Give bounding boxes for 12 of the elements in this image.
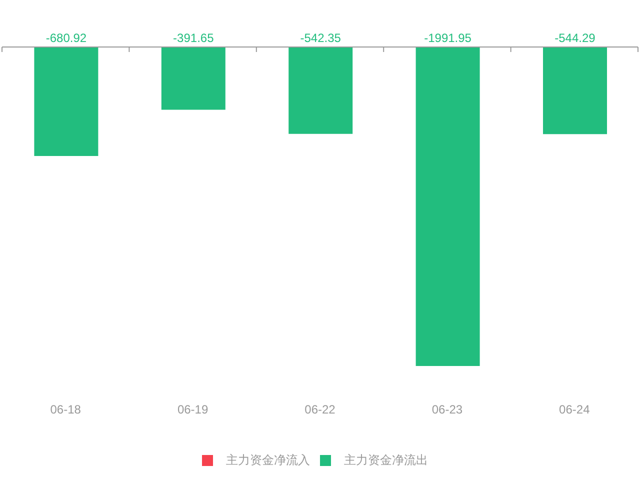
data-label: -680.92 <box>46 31 87 45</box>
legend-label: 主力资金净流出 <box>344 452 428 468</box>
data-label: -544.29 <box>554 31 596 45</box>
x-tick-label: 06-22 <box>304 402 336 417</box>
x-tick-label: 06-24 <box>559 402 590 417</box>
x-tick-label: 06-19 <box>177 402 208 417</box>
data-label: -542.35 <box>300 31 342 45</box>
legend-label: 主力资金净流入 <box>226 452 310 468</box>
x-tick-label: 06-23 <box>432 402 463 417</box>
x-tick-label: 06-18 <box>50 402 82 417</box>
data-label: -1991.95 <box>424 31 472 45</box>
data-label: -391.65 <box>173 31 214 45</box>
